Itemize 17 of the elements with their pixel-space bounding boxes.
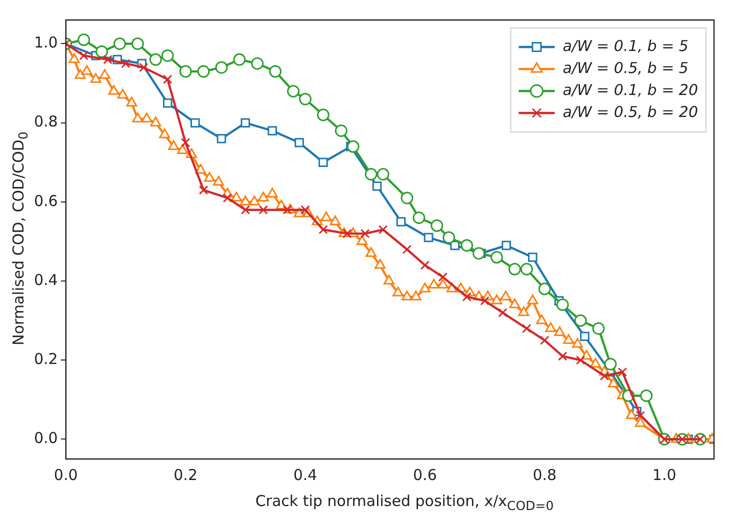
x-tick-label: 0.2 <box>174 466 198 484</box>
y-tick-label: 0.2 <box>34 350 58 368</box>
y-tick-label: 0.6 <box>34 192 58 210</box>
legend-label: a/W = 0.5, b = 20 <box>562 102 698 121</box>
legend-label: a/W = 0.5, b = 5 <box>562 58 688 77</box>
x-axis-title: Crack tip normalised position, x/x$_{COD=0}$ <box>254 492 555 513</box>
x-tick-label: 0.6 <box>413 466 437 484</box>
x-tick-label: 0.4 <box>293 466 318 484</box>
legend-label: a/W = 0.1, b = 20 <box>562 80 698 99</box>
y-tick-label: 0.8 <box>34 112 58 131</box>
x-tick-label: 0.8 <box>532 466 557 484</box>
y-tick-label: 0.0 <box>34 429 58 448</box>
y-tick-label: 0.4 <box>34 270 58 289</box>
x-tick-label: 1.0 <box>652 466 676 484</box>
legend-label: a/W = 0.1, b = 5 <box>562 36 688 55</box>
x-tick-label: 0.0 <box>54 466 78 484</box>
y-tick-label: 1.0 <box>34 34 58 52</box>
